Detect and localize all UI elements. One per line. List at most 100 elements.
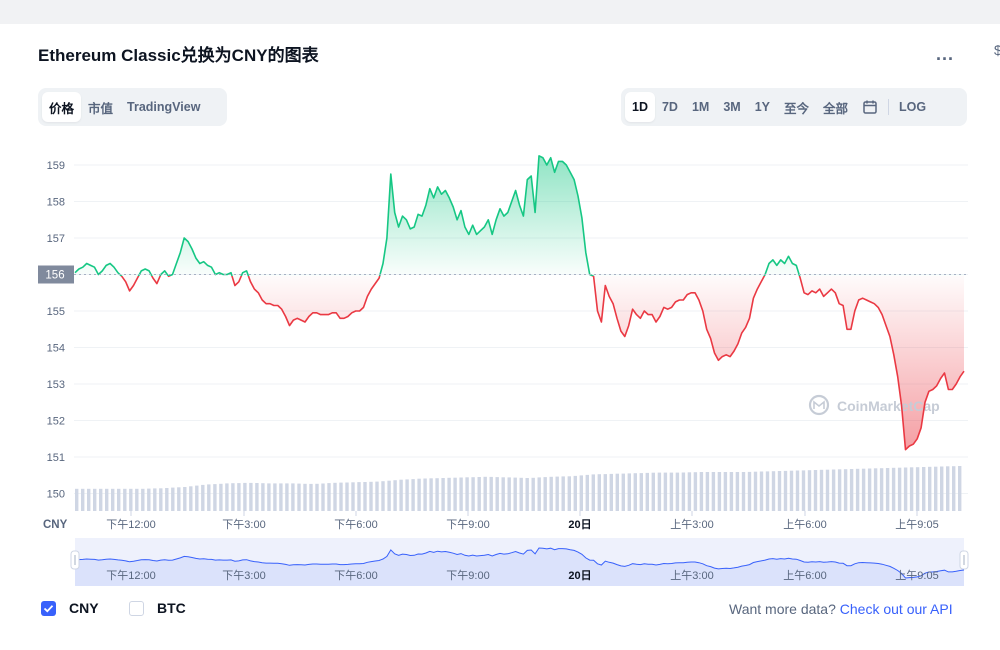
btc-checkbox[interactable]	[129, 600, 144, 616]
navigator-tick-label: 上午6:00	[783, 569, 826, 582]
volume-bar	[771, 471, 776, 511]
volume-bar	[309, 483, 313, 511]
volume-bar	[675, 472, 680, 511]
range-7d[interactable]: 7D	[661, 100, 678, 114]
cny-toggle[interactable]: CNY	[41, 600, 99, 616]
divider	[888, 99, 890, 115]
calendar-button[interactable]	[855, 92, 885, 122]
volume-bar	[207, 484, 211, 511]
volume-bar	[813, 470, 818, 511]
volume-bar	[183, 487, 187, 511]
volume-bar	[922, 467, 926, 511]
volume-bar	[201, 484, 205, 511]
volume-bar	[603, 474, 607, 511]
api-promo-text: Want more data?	[729, 601, 836, 617]
area-below-baseline	[121, 276, 964, 450]
navigator-tick-label: 上午9:05	[895, 569, 938, 582]
baseline-label: 156	[45, 270, 64, 282]
volume-bar	[273, 483, 277, 511]
range-1m[interactable]: 1M	[691, 100, 710, 114]
cny-label: CNY	[69, 600, 99, 616]
navigator-tick-label: 下午12:00	[106, 569, 156, 582]
volume-bar	[171, 487, 175, 511]
volume-bar	[507, 477, 511, 511]
volume-bar	[225, 483, 229, 511]
volume-bar	[189, 486, 193, 511]
volume-bar	[735, 472, 740, 511]
volume-bar	[903, 467, 908, 511]
price-chart[interactable]: 150 151 152 153 154 155 157 158 159 CNY CoinMarke…	[0, 130, 1000, 590]
tab-market-cap[interactable]: 市值	[88, 101, 114, 116]
volume-bar	[609, 473, 613, 511]
volume-bar	[867, 468, 872, 511]
watermark-text: CoinMarketCap	[837, 398, 940, 414]
volume-bar	[849, 469, 854, 511]
volume-bar	[435, 478, 439, 511]
y-tick-label: 151	[47, 452, 65, 464]
volume-bar	[387, 480, 391, 511]
volume-bar	[615, 473, 619, 511]
tab-price[interactable]: 价格	[42, 92, 82, 122]
volume-bar	[423, 478, 427, 511]
range-3m[interactable]: 3M	[723, 100, 741, 114]
volume-bar	[375, 481, 379, 511]
volume-bar	[705, 472, 710, 511]
volume-bar	[783, 470, 788, 511]
log-scale-button[interactable]: LOG	[899, 100, 927, 114]
volume-bar	[261, 483, 265, 511]
volume-bar	[429, 478, 433, 511]
y-tick-label: 157	[47, 233, 65, 245]
volume-bar	[291, 483, 295, 511]
volume-bar	[765, 471, 770, 511]
volume-bar	[315, 483, 319, 511]
watermark: CoinMarketCap	[808, 394, 940, 416]
range-navigator[interactable]: 下午12:00 下午3:00 下午6:00 下午9:00 20日 上午3:00 上午6:00…	[70, 538, 969, 586]
range-all[interactable]: 全部	[823, 101, 849, 116]
volume-bar	[717, 472, 722, 511]
volume-bar	[934, 466, 938, 511]
volume-bar	[393, 480, 397, 511]
volume-bar	[381, 481, 385, 511]
volume-bar	[147, 488, 151, 511]
volume-bar	[952, 466, 956, 511]
navigator-tick-label: 20日	[568, 569, 591, 582]
api-link[interactable]: Check out our API	[839, 601, 953, 617]
tab-tradingview[interactable]: TradingView	[127, 100, 201, 114]
range-1y[interactable]: 1Y	[754, 100, 771, 114]
volume-bar	[441, 478, 445, 511]
volume-bar	[597, 474, 601, 511]
volume-bar	[831, 469, 836, 511]
volume-bar	[159, 488, 163, 511]
volume-bar	[243, 482, 247, 511]
area-above-baseline	[75, 155, 964, 276]
navigator-tick-label: 下午6:00	[334, 569, 377, 582]
volume-bar	[567, 476, 571, 511]
volume-bar	[651, 472, 655, 511]
volume-bar	[531, 477, 535, 511]
price-line-up	[74, 155, 801, 276]
volume-bar	[555, 476, 559, 511]
x-tick-label: 20日	[568, 518, 591, 531]
volume-bar	[327, 483, 331, 511]
y-axis: 150 151 152 153 154 155 157 158 159 CNY	[43, 160, 68, 531]
volume-bar	[928, 466, 932, 511]
volume-bar	[591, 474, 595, 511]
range-ytd[interactable]: 至今	[784, 101, 810, 116]
range-1d[interactable]: 1D	[625, 92, 655, 122]
volume-bar	[777, 471, 782, 511]
btc-toggle[interactable]: BTC	[129, 600, 186, 616]
volume-bar	[855, 468, 860, 511]
more-options-icon[interactable]: ...	[936, 44, 955, 64]
volume-bar	[579, 475, 583, 511]
volume-bar	[105, 488, 109, 511]
volume-bar	[87, 488, 91, 511]
navigator-area	[75, 548, 964, 586]
volume-bar	[465, 477, 469, 511]
y-tick-label: 155	[47, 306, 65, 318]
volume-bar	[279, 483, 283, 511]
volume-bar	[165, 488, 169, 511]
volume-bar	[711, 472, 716, 511]
volume-bar	[633, 473, 637, 511]
cny-checkbox[interactable]	[41, 600, 56, 616]
volume-bar	[459, 477, 463, 511]
